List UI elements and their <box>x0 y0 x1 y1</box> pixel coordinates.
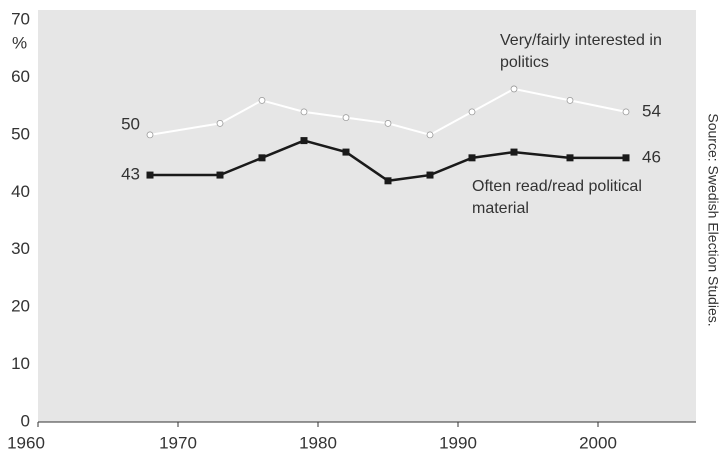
x-tick-label: 1970 <box>159 433 197 452</box>
point <box>510 85 518 93</box>
point <box>384 119 392 127</box>
point <box>258 97 266 104</box>
plot-area <box>38 10 696 422</box>
y-tick-label: 10 <box>11 354 30 373</box>
point <box>342 114 350 122</box>
series-label: Very/fairly interested in politics <box>500 32 662 71</box>
y-tick-label: 70 <box>11 9 30 28</box>
point <box>300 108 308 116</box>
point <box>384 177 392 185</box>
y-tick-label: 50 <box>11 124 30 143</box>
point <box>468 108 476 116</box>
source: Source: Swedish Election Studies. <box>705 113 721 326</box>
point <box>468 154 476 162</box>
point <box>146 131 154 139</box>
point <box>216 171 224 179</box>
y-tick-label: 0 <box>21 411 30 430</box>
x-tick-label: 1980 <box>299 433 337 452</box>
point <box>426 171 434 179</box>
x-tick-label: 2000 <box>579 433 617 452</box>
y-unit: % <box>12 33 27 52</box>
data-label: 54 <box>642 101 661 120</box>
point <box>566 154 574 162</box>
point <box>426 131 434 139</box>
point <box>300 137 308 145</box>
point <box>622 154 630 162</box>
data-label: 43 <box>121 165 140 184</box>
y-tick-label: 20 <box>11 297 30 316</box>
x-tick-label: 1990 <box>439 433 477 452</box>
series-label: Often read/read political material <box>472 178 642 217</box>
series-label-box: Often read/read political material <box>472 178 642 217</box>
data-label: 46 <box>642 147 661 166</box>
data-label: 50 <box>121 114 140 133</box>
y-tick-label: 30 <box>11 239 30 258</box>
x-tick-label: 1960 <box>7 433 45 452</box>
y-tick-label: 40 <box>11 182 30 201</box>
point <box>566 97 574 104</box>
point <box>258 154 266 162</box>
point <box>216 119 224 127</box>
point <box>510 148 518 156</box>
point <box>622 108 630 116</box>
point <box>146 171 154 179</box>
point <box>342 148 350 156</box>
y-tick-label: 60 <box>11 67 30 86</box>
series-label-box: Very/fairly interested in politics <box>500 32 662 71</box>
